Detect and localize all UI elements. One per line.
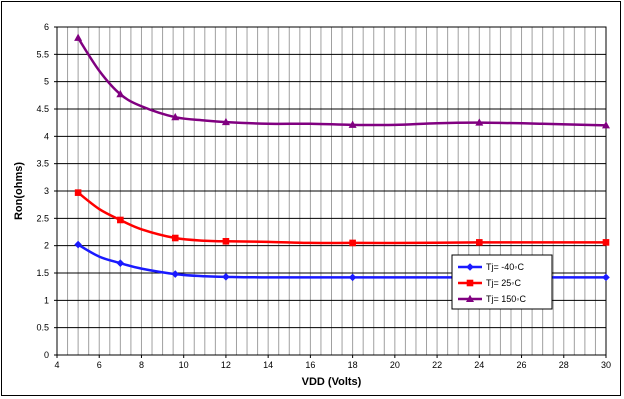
data-point (602, 273, 610, 282)
x-tick-label: 22 (432, 360, 442, 370)
series-layer (74, 33, 610, 282)
y-tick-label: 0 (44, 350, 49, 360)
data-point (476, 239, 483, 246)
data-point (171, 112, 180, 121)
data-point (349, 239, 356, 247)
y-axis-title: Ron(ohms) (13, 162, 25, 220)
y-tick-label: 4 (44, 131, 49, 141)
y-tick-label: 5 (44, 77, 49, 87)
data-point (117, 216, 124, 224)
data-point (171, 234, 179, 242)
x-tick-label: 26 (517, 360, 527, 370)
series-1 (74, 189, 610, 247)
x-tick-label: 4 (54, 360, 59, 370)
data-point (348, 273, 357, 282)
series-0 (74, 240, 610, 282)
y-tick-label: 3.5 (36, 159, 49, 169)
legend-marker (466, 279, 474, 287)
x-axis-title: VDD (Volts) (302, 376, 362, 388)
data-point (171, 270, 180, 278)
legend-marker (466, 263, 474, 271)
legend-marker (466, 294, 474, 302)
y-tick-label: 0.5 (36, 323, 49, 333)
data-point (222, 273, 230, 281)
y-tick-label: 5.5 (36, 49, 49, 59)
data-point (116, 259, 125, 267)
y-tick-label: 3 (44, 186, 49, 196)
legend-label: Tj= -40◦C (486, 262, 524, 272)
series-line (77, 37, 607, 127)
x-tick-label: 6 (97, 360, 102, 370)
y-tick-label: 2 (44, 241, 49, 251)
legend-label: Tj= 150◦C (486, 294, 526, 304)
data-point (348, 120, 357, 128)
legend-item: Tj= -40◦C (458, 262, 524, 272)
y-tick-label: 1 (44, 295, 49, 305)
x-tick-label: 14 (263, 360, 273, 370)
x-tick-label: 10 (179, 360, 189, 370)
x-tick-label: 24 (474, 360, 484, 370)
data-point (116, 89, 125, 98)
y-tick-label: 2.5 (36, 213, 49, 223)
x-tick-label: 28 (559, 360, 569, 370)
data-point (602, 121, 610, 129)
legend-item: Tj= 150◦C (458, 294, 526, 304)
data-point (74, 240, 82, 249)
y-tick-label: 6 (44, 22, 49, 32)
x-tick-label: 18 (348, 360, 358, 370)
x-tick-label: 12 (221, 360, 231, 370)
data-point (475, 118, 484, 126)
y-tick-label: 4.5 (36, 104, 49, 114)
x-tick-label: 20 (390, 360, 400, 370)
x-tick-label: 16 (305, 360, 315, 370)
data-point (602, 239, 610, 246)
data-point (74, 189, 82, 196)
y-tick-label: 1.5 (36, 268, 49, 278)
legend-label: Tj= 25◦C (486, 278, 521, 288)
x-tick-label: 8 (139, 360, 144, 370)
series-2 (74, 33, 610, 129)
data-point (222, 237, 230, 245)
x-tick-label: 30 (601, 360, 611, 370)
axis-ticks: 4 6 8 10 12 14 16 18 20 22 24 26 28 30 0 0.5 1 1.5 2 2.5 3 3.… (36, 22, 611, 370)
legend: Tj= -40◦C Tj= 25◦C Tj= 150◦C (451, 254, 553, 310)
data-point (221, 117, 230, 126)
data-point (74, 33, 83, 41)
legend-item: Tj= 25◦C (458, 278, 521, 288)
